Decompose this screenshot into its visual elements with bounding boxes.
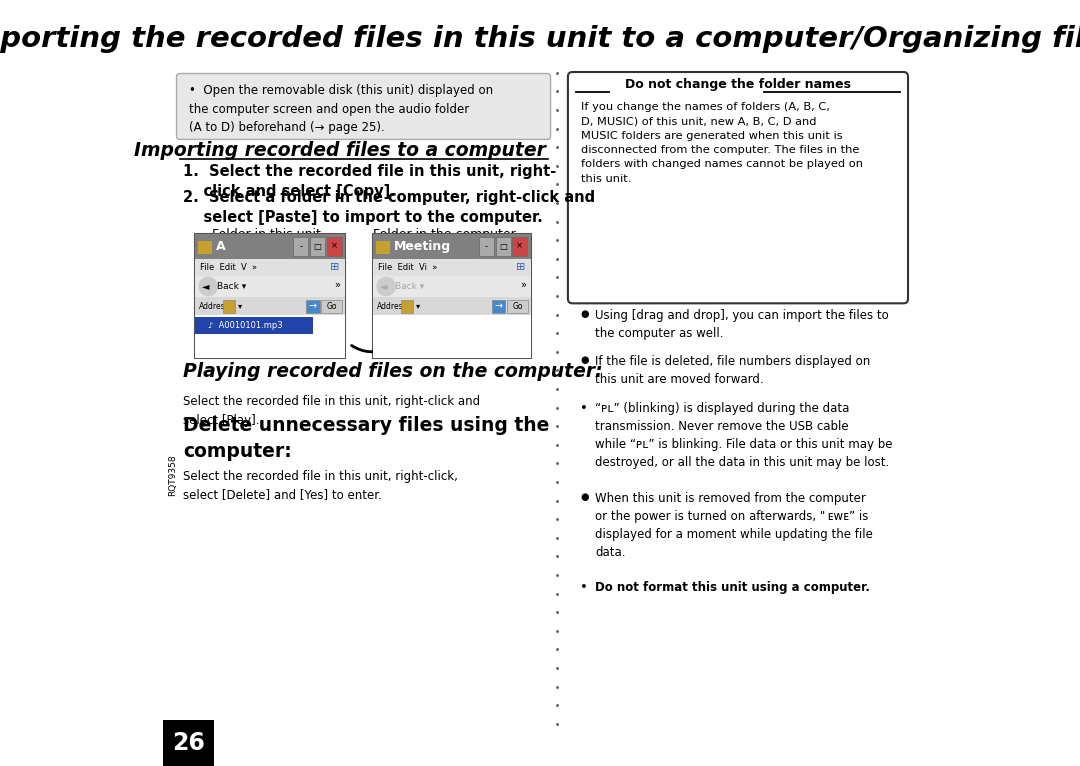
Text: Go: Go: [326, 302, 337, 310]
FancyBboxPatch shape: [294, 237, 309, 256]
FancyBboxPatch shape: [568, 72, 908, 303]
Text: If you change the names of folders (A, B, C,
D, MUSIC) of this unit, new A, B, C: If you change the names of folders (A, B…: [581, 102, 864, 184]
Text: Back ▾: Back ▾: [217, 282, 246, 291]
Text: ▾: ▾: [238, 302, 242, 310]
FancyBboxPatch shape: [373, 234, 531, 358]
Circle shape: [377, 277, 395, 296]
FancyBboxPatch shape: [491, 300, 505, 313]
Text: 26: 26: [172, 731, 205, 755]
FancyBboxPatch shape: [199, 241, 212, 254]
Text: -: -: [485, 242, 488, 250]
Circle shape: [199, 277, 217, 296]
FancyBboxPatch shape: [194, 234, 346, 259]
Text: ●: ●: [580, 492, 589, 502]
Text: ●: ●: [580, 355, 589, 365]
Text: Back ▾: Back ▾: [395, 282, 424, 291]
Text: Do not format this unit using a computer.: Do not format this unit using a computer…: [595, 581, 870, 594]
Text: Folder in this unit: Folder in this unit: [212, 228, 321, 241]
Text: ◄: ◄: [380, 281, 388, 292]
Text: →: →: [495, 301, 502, 311]
FancyBboxPatch shape: [224, 300, 235, 313]
Text: File  Edit  V  »: File Edit V »: [200, 263, 257, 272]
Text: Playing recorded files on the computer:: Playing recorded files on the computer:: [184, 362, 603, 381]
FancyBboxPatch shape: [194, 297, 346, 315]
FancyBboxPatch shape: [322, 300, 342, 313]
Text: Address: Address: [377, 302, 408, 310]
Text: ×: ×: [516, 242, 523, 250]
Text: When this unit is removed from the computer
or the power is turned on afterwards: When this unit is removed from the compu…: [595, 492, 873, 558]
Text: Folder in the computer: Folder in the computer: [373, 228, 515, 241]
Text: »: »: [335, 280, 340, 290]
FancyBboxPatch shape: [373, 259, 531, 276]
FancyBboxPatch shape: [478, 237, 494, 256]
FancyBboxPatch shape: [496, 237, 511, 256]
Text: ▾: ▾: [416, 302, 420, 310]
FancyBboxPatch shape: [194, 234, 346, 358]
FancyBboxPatch shape: [373, 315, 531, 358]
Text: A: A: [216, 240, 226, 253]
Text: Select the recorded file in this unit, right-click,
select [Delete] and [Yes] to: Select the recorded file in this unit, r…: [184, 470, 458, 501]
Text: •: •: [580, 402, 588, 415]
FancyBboxPatch shape: [310, 237, 325, 256]
FancyBboxPatch shape: [373, 297, 531, 315]
Text: ×: ×: [330, 242, 338, 250]
Text: •  Open the removable disk (this unit) displayed on
the computer screen and open: • Open the removable disk (this unit) di…: [189, 84, 492, 134]
FancyBboxPatch shape: [176, 74, 551, 139]
Text: ♪  A0010101.mp3: ♪ A0010101.mp3: [208, 321, 283, 330]
Text: RQT9358: RQT9358: [168, 454, 177, 496]
Text: Delete unnecessary files using the
computer:: Delete unnecessary files using the compu…: [184, 416, 550, 461]
Text: Address: Address: [199, 302, 230, 310]
FancyBboxPatch shape: [163, 720, 214, 766]
FancyBboxPatch shape: [373, 276, 531, 297]
Text: 2.  Select a folder in the computer, right-click and
    select [Paste] to impor: 2. Select a folder in the computer, righ…: [184, 190, 595, 225]
FancyBboxPatch shape: [194, 315, 346, 358]
FancyBboxPatch shape: [373, 234, 531, 259]
Text: Do not change the folder names: Do not change the folder names: [625, 78, 851, 91]
Text: Meeting: Meeting: [394, 240, 450, 253]
FancyBboxPatch shape: [326, 237, 341, 256]
Text: Select the recorded file in this unit, right-click and
select [Play].: Select the recorded file in this unit, r…: [184, 395, 481, 427]
Text: □: □: [499, 242, 507, 250]
Text: ◄: ◄: [202, 281, 210, 292]
FancyBboxPatch shape: [507, 300, 528, 313]
Text: -: -: [299, 242, 302, 250]
Text: Using [drag and drop], you can import the files to
the computer as well.: Using [drag and drop], you can import th…: [595, 309, 889, 339]
Text: □: □: [313, 242, 322, 250]
Text: Go: Go: [512, 302, 523, 310]
FancyBboxPatch shape: [512, 237, 527, 256]
FancyBboxPatch shape: [402, 300, 414, 313]
Text: 1.  Select the recorded file in this unit, right-
    click and select [Copy].: 1. Select the recorded file in this unit…: [184, 164, 556, 199]
Text: “ᴘʟ” (blinking) is displayed during the data
transmission. Never remove the USB : “ᴘʟ” (blinking) is displayed during the …: [595, 402, 892, 469]
Text: ⊞: ⊞: [515, 262, 525, 273]
FancyBboxPatch shape: [194, 276, 346, 297]
FancyBboxPatch shape: [307, 300, 320, 313]
FancyBboxPatch shape: [195, 317, 313, 334]
Text: Importing recorded files to a computer: Importing recorded files to a computer: [134, 141, 546, 160]
FancyBboxPatch shape: [376, 241, 390, 254]
Text: Importing the recorded files in this unit to a computer/Organizing files: Importing the recorded files in this uni…: [0, 25, 1080, 53]
Text: If the file is deleted, file numbers displayed on
this unit are moved forward.: If the file is deleted, file numbers dis…: [595, 355, 870, 386]
Text: File  Edit  Vi  »: File Edit Vi »: [378, 263, 437, 272]
Text: »: »: [519, 280, 526, 290]
Text: •: •: [580, 581, 588, 594]
Text: ⊞: ⊞: [330, 262, 339, 273]
Text: →: →: [309, 301, 318, 311]
FancyBboxPatch shape: [194, 259, 346, 276]
Text: ●: ●: [580, 309, 589, 319]
